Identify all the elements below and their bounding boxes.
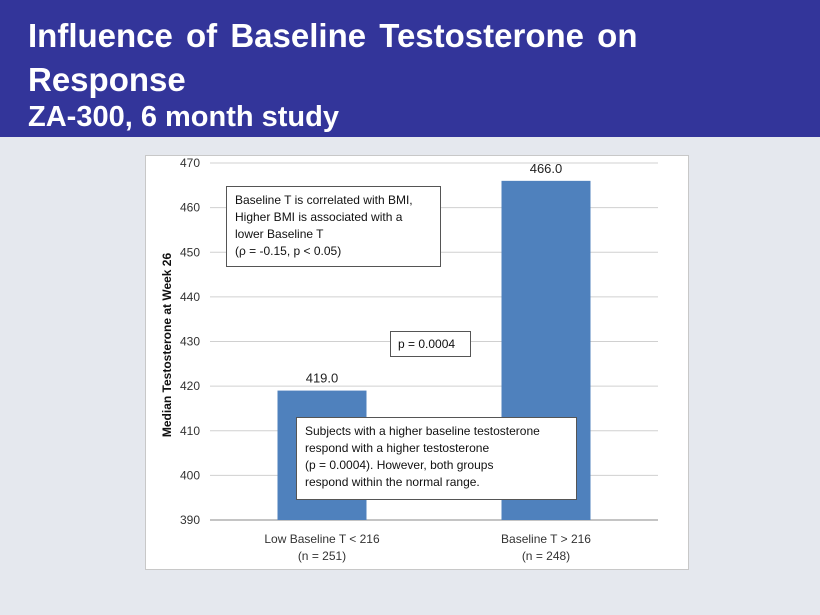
value-labels: 419.0 466.0 <box>306 161 563 386</box>
bar-value-label: 419.0 <box>306 371 339 386</box>
bmi-note-callout: Baseline T is correlated with BMI, Highe… <box>226 186 441 267</box>
y-tick-label: 390 <box>180 513 200 527</box>
y-tick-label: 400 <box>180 468 200 482</box>
conclusion-line: Subjects with a higher baseline testoste… <box>305 424 540 438</box>
bmi-note-line: lower Baseline T <box>235 227 324 241</box>
bmi-note-line: Baseline T is correlated with BMI, <box>235 193 413 207</box>
x-category-count: (n = 248) <box>522 549 570 563</box>
p-value-callout: p = 0.0004 <box>390 331 471 357</box>
slide-header: Influence of Baseline Testosterone on Re… <box>0 0 820 137</box>
conclusion-line: (p = 0.0004). However, both groups <box>305 458 494 472</box>
conclusion-line: respond within the normal range. <box>305 475 480 489</box>
x-category-label: Baseline T > 216 <box>501 532 591 546</box>
y-tick-label: 420 <box>180 379 200 393</box>
slide-title: Influence of Baseline Testosterone on Re… <box>28 17 638 98</box>
x-category-label: Low Baseline T < 216 <box>264 532 380 546</box>
conclusion-line: respond with a higher testosterone <box>305 441 490 455</box>
bar-value-label: 466.0 <box>530 161 563 176</box>
y-tick-labels: 390 400 410 420 430 440 450 460 470 <box>180 156 200 527</box>
y-tick-label: 460 <box>180 201 200 215</box>
y-tick-label: 450 <box>180 245 200 259</box>
bmi-note-line: Higher BMI is associated with a <box>235 210 403 224</box>
x-category-count: (n = 251) <box>298 549 346 563</box>
y-axis-label: Median Testosterone at Week 26 <box>160 253 174 438</box>
slide-subtitle: ZA-300, 6 month study <box>28 101 339 133</box>
y-tick-label: 410 <box>180 424 200 438</box>
y-tick-label: 440 <box>180 290 200 304</box>
conclusion-callout: Subjects with a higher baseline testoste… <box>296 417 577 500</box>
y-tick-label: 430 <box>180 335 200 349</box>
bmi-note-line: (ρ = -0.15, p < 0.05) <box>235 244 342 258</box>
p-value-text: p = 0.0004 <box>398 337 456 351</box>
y-tick-label: 470 <box>180 156 200 170</box>
x-category-labels: Low Baseline T < 216 (n = 251) Baseline T … <box>264 532 591 563</box>
